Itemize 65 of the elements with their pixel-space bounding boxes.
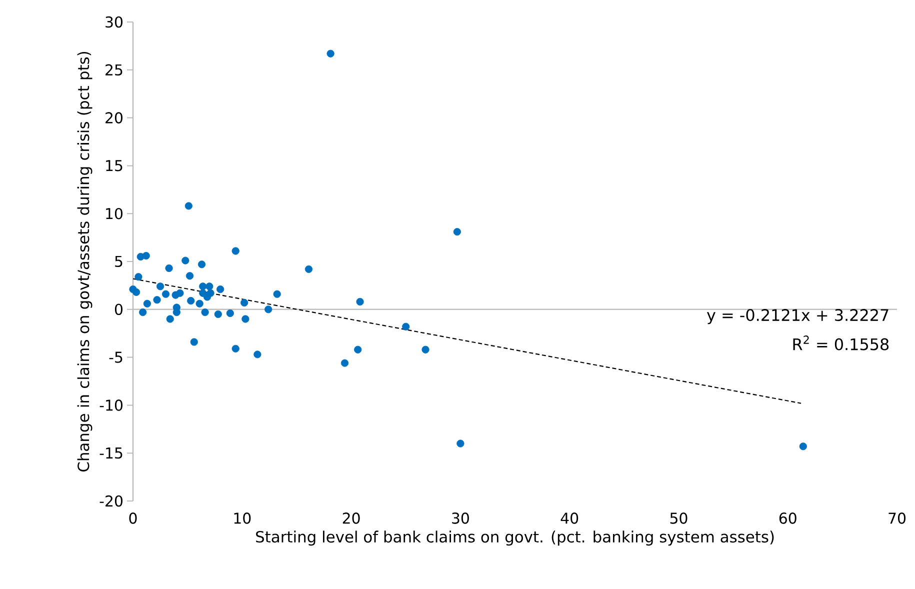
point [186, 272, 194, 280]
point [142, 252, 150, 260]
point [799, 442, 807, 450]
point [201, 308, 209, 316]
y-tick-label: -5 [109, 352, 122, 363]
point [240, 298, 248, 306]
point [132, 288, 140, 296]
y-tick-label: -15 [100, 448, 122, 459]
point [354, 346, 362, 354]
point [456, 440, 464, 448]
point [182, 256, 190, 264]
point [165, 264, 173, 272]
point [304, 265, 313, 273]
point [453, 228, 461, 236]
x-tick-label: 50 [670, 512, 688, 524]
x-tick-label: 0 [129, 512, 137, 524]
y-tick-label: 30 [106, 16, 122, 28]
x-tick-label: 30 [452, 512, 469, 524]
x-tick-label: 10 [234, 512, 251, 524]
y-tick-label: -20 [100, 495, 122, 507]
annotation: R$^{2}$ = 0.1558 [793, 336, 889, 350]
x-tick-label: 20 [342, 512, 360, 524]
point [422, 346, 430, 354]
y-tick-label: 20 [106, 112, 122, 124]
point [166, 315, 174, 323]
point [139, 308, 147, 316]
y-tick-label: -10 [100, 400, 122, 411]
y-tick-label: 15 [106, 160, 122, 172]
point [199, 282, 207, 290]
point [143, 300, 151, 308]
point [134, 273, 142, 281]
x-tick-label: 40 [560, 512, 578, 524]
point [190, 338, 198, 346]
point [264, 306, 272, 314]
point [187, 296, 195, 305]
y-tick-label: 25 [106, 64, 122, 76]
point [326, 50, 334, 58]
point [254, 350, 262, 358]
point [156, 282, 164, 290]
point [184, 202, 192, 210]
point [232, 247, 240, 255]
annotation: y = -0.2121x + 3.2227 [706, 309, 888, 324]
point [162, 290, 170, 298]
y-tick-label: 5 [115, 256, 122, 268]
point [340, 359, 349, 367]
point [206, 289, 214, 297]
point [196, 300, 204, 308]
point [216, 285, 224, 294]
point [153, 296, 161, 304]
point [402, 322, 410, 330]
point [198, 260, 206, 268]
point [242, 315, 250, 323]
point [176, 289, 184, 297]
y-tick-label: 10 [106, 208, 122, 220]
point [356, 298, 364, 306]
point [273, 290, 281, 298]
y-axis-title: Change in claims on govt/assets during crisis (pct pts) [77, 52, 92, 472]
point [226, 309, 234, 318]
point [214, 310, 222, 318]
point [232, 344, 240, 352]
y-tick-label: 0 [114, 304, 122, 316]
x-tick-label: 60 [779, 512, 796, 524]
point [206, 282, 214, 290]
x-tick-label: 70 [888, 512, 906, 524]
x-axis-title: Starting level of bank claims on govt. (pct. banking system assets) [256, 530, 774, 546]
